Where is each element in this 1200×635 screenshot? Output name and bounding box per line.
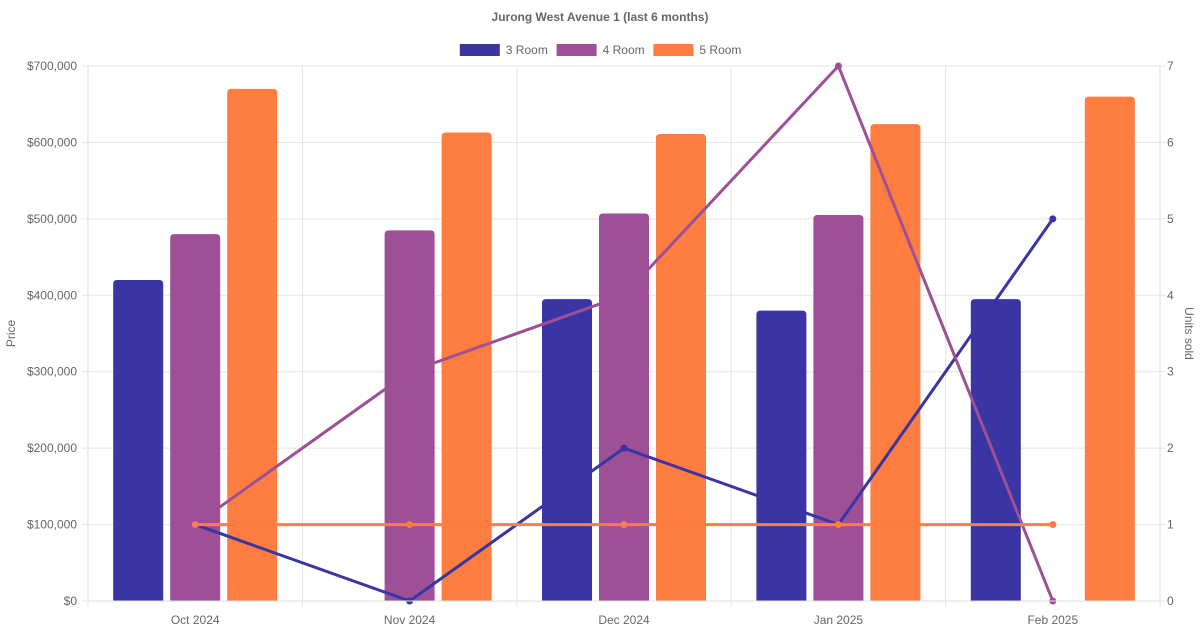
legend-label: 3 Room: [506, 43, 548, 57]
bar-3-room[interactable]: [756, 310, 807, 601]
y2-tick-label: 4: [1167, 288, 1174, 302]
y-tick-label: $500,000: [27, 212, 77, 226]
bar-5-room[interactable]: [227, 88, 278, 601]
legend-item-4-room[interactable]: 4 Room: [556, 43, 645, 57]
bar-3-room[interactable]: [970, 299, 1021, 601]
y-tick-label: $600,000: [27, 135, 77, 149]
line-point[interactable]: [620, 291, 628, 299]
legend-label: 4 Room: [603, 43, 645, 57]
line-point[interactable]: [834, 62, 842, 70]
bar-4-room[interactable]: [813, 215, 864, 602]
legend-swatch: [459, 44, 500, 56]
x-tick-label: Dec 2024: [598, 613, 650, 627]
y2-tick-label: 7: [1167, 59, 1174, 73]
y2-axis-title: Units sold: [1182, 307, 1196, 360]
x-tick-label: Oct 2024: [171, 613, 220, 627]
legend-label: 5 Room: [699, 43, 741, 57]
line-point[interactable]: [1049, 215, 1057, 223]
legend-swatch: [556, 44, 597, 56]
legend-item-3-room[interactable]: 3 Room: [459, 43, 548, 57]
lines: [191, 62, 1057, 605]
y2-tick-label: 0: [1167, 594, 1174, 608]
x-tick-label: Jan 2025: [814, 613, 864, 627]
x-tick-label: Feb 2025: [1027, 613, 1078, 627]
bar-4-room[interactable]: [599, 213, 649, 601]
y-tick-label: $0: [64, 594, 78, 608]
line-point[interactable]: [406, 368, 414, 376]
legend-item-5-room[interactable]: 5 Room: [653, 43, 741, 57]
bar-4-room[interactable]: [170, 234, 221, 601]
x-tick-label: Nov 2024: [384, 613, 436, 627]
bar-3-room[interactable]: [113, 280, 164, 601]
y2-tick-label: 6: [1167, 135, 1174, 149]
bar-4-room[interactable]: [384, 230, 435, 602]
y-axis-title: Price: [4, 320, 18, 348]
line-point[interactable]: [620, 521, 628, 529]
axes: $0 $100,000 $200,000 $300,000 $400,000 $500,0…: [4, 59, 1196, 627]
line-point[interactable]: [406, 521, 414, 529]
y2-tick-label: 5: [1167, 212, 1174, 226]
y-tick-label: $700,000: [27, 59, 77, 73]
bar-5-room[interactable]: [656, 134, 706, 601]
line-point[interactable]: [191, 521, 199, 529]
y2-tick-label: 1: [1167, 518, 1174, 532]
y2-tick-label: 3: [1167, 365, 1174, 379]
line-point[interactable]: [1049, 521, 1057, 529]
y2-tick-label: 2: [1167, 441, 1174, 455]
y-tick-label: $200,000: [27, 441, 77, 455]
bar-5-room[interactable]: [1084, 96, 1135, 602]
legend[interactable]: 3 Room 4 Room 5 Room: [459, 43, 742, 57]
bar-3-room[interactable]: [542, 299, 592, 601]
line-point[interactable]: [620, 444, 628, 452]
bars: [113, 88, 1135, 602]
chart-title: Jurong West Avenue 1 (last 6 months): [492, 10, 709, 24]
y-tick-label: $400,000: [27, 288, 77, 302]
legend-swatch: [653, 44, 694, 56]
bar-5-room[interactable]: [441, 132, 492, 601]
y-tick-label: $100,000: [27, 518, 77, 532]
line-point[interactable]: [834, 521, 842, 529]
bar-5-room[interactable]: [870, 124, 921, 601]
y-tick-label: $300,000: [27, 365, 77, 379]
